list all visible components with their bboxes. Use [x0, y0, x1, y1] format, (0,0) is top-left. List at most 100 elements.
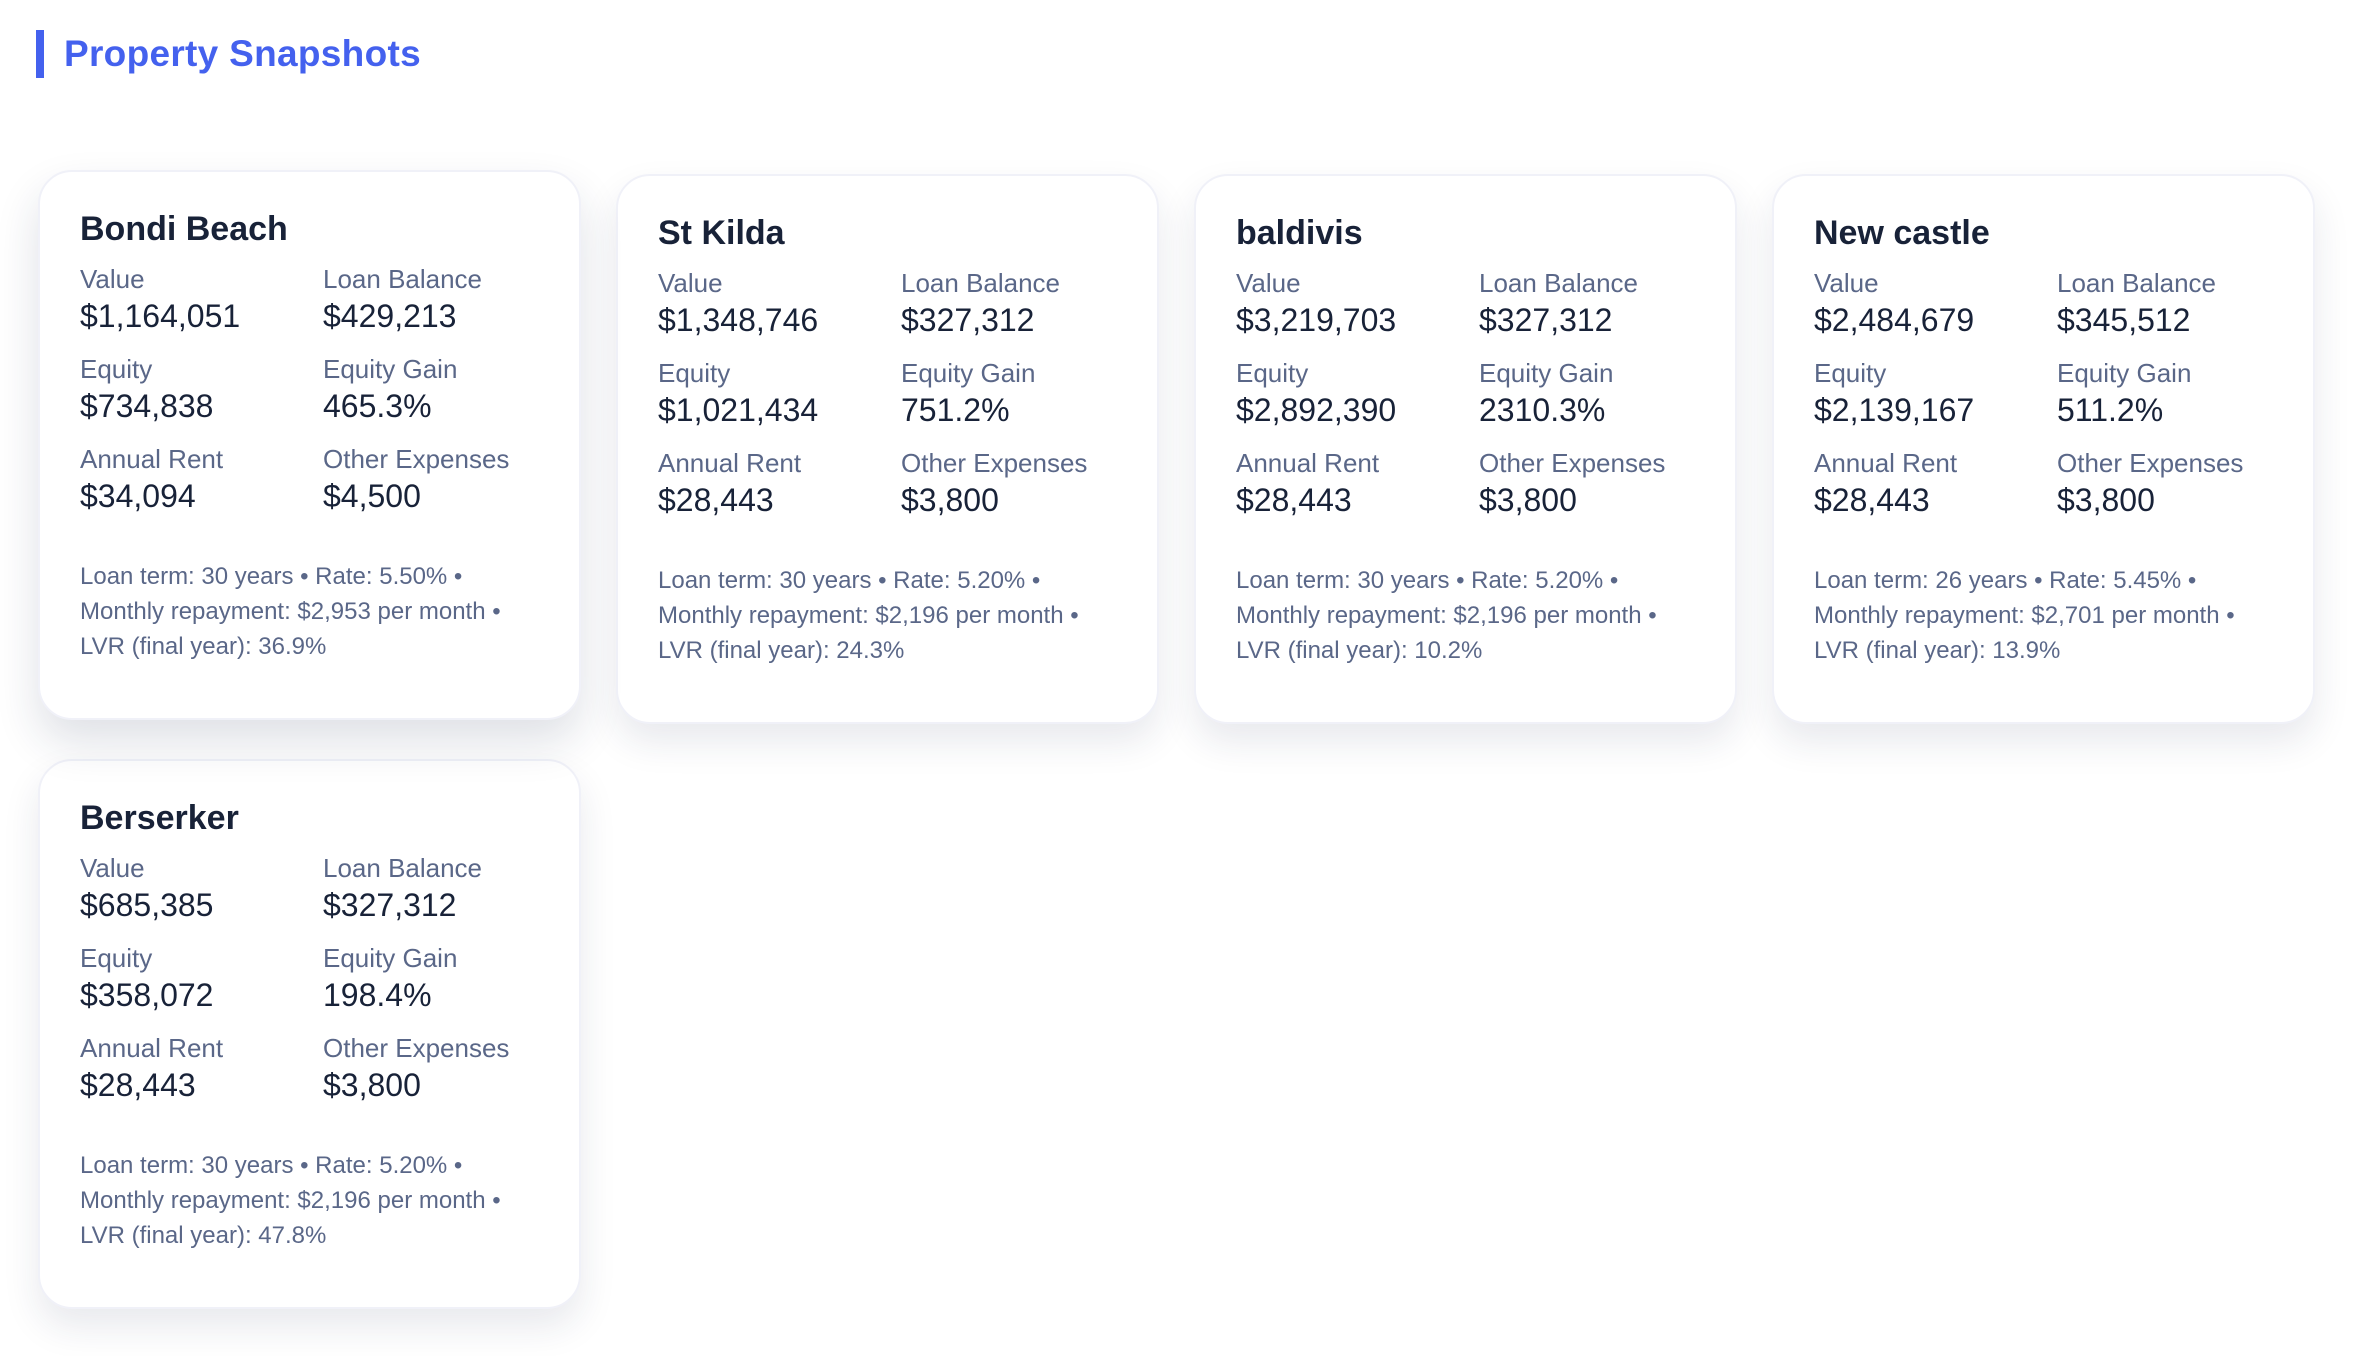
stat-amount: $1,348,746	[658, 302, 819, 338]
property-name: baldivis	[1236, 214, 1363, 252]
stat-equity: Equity $1,021,434	[658, 357, 901, 431]
stat-equity: Equity $358,072	[80, 942, 323, 1016]
property-stats: Value $2,484,679 Loan Balance $345,512 Equ…	[1814, 267, 2273, 521]
stat-amount: $3,219,703	[1236, 302, 1397, 338]
stat-label: Value	[80, 264, 145, 294]
property-name: Berserker	[80, 799, 239, 837]
stat-loan-balance: Loan Balance $345,512	[2057, 267, 2273, 341]
stat-amount: $327,312	[323, 887, 457, 923]
stat-annual-rent: Annual Rent $28,443	[80, 1032, 323, 1106]
stat-amount: $2,484,679	[1814, 302, 1975, 338]
stat-equity-gain: Equity Gain 511.2%	[2057, 357, 2273, 431]
stat-label: Equity	[80, 943, 153, 973]
stat-equity-gain: Equity Gain 2310.3%	[1479, 357, 1695, 431]
stat-amount: 751.2%	[901, 392, 1010, 428]
stat-other-expenses: Other Expenses $3,800	[2057, 447, 2273, 521]
stat-amount: 511.2%	[2057, 392, 2164, 428]
loan-summary: Loan term: 30 years • Rate: 5.50% • Mont…	[80, 563, 501, 660]
loan-summary: Loan term: 30 years • Rate: 5.20% • Mont…	[80, 1152, 501, 1249]
stat-amount: $2,892,390	[1236, 392, 1397, 428]
stat-other-expenses: Other Expenses $3,800	[1479, 447, 1695, 521]
stat-equity: Equity $2,892,390	[1236, 357, 1479, 431]
stat-label: Annual Rent	[80, 444, 224, 474]
stat-amount: $34,094	[80, 478, 196, 514]
stat-equity-gain: Equity Gain 751.2%	[901, 357, 1117, 431]
stat-label: Equity	[1814, 358, 1887, 388]
stat-amount: 465.3%	[323, 388, 432, 424]
stat-equity: Equity $2,139,167	[1814, 357, 2057, 431]
stat-other-expenses: Other Expenses $4,500	[323, 443, 539, 517]
property-stats: Value $1,348,746 Loan Balance $327,312 Equ…	[658, 267, 1117, 521]
property-name: New castle	[1814, 214, 1990, 252]
property-grid: Bondi Beach Value $1,164,051 Loan Balance…	[38, 170, 2315, 1309]
property-card[interactable]: St Kilda Value $1,348,746 Loan Balance $32…	[616, 174, 1159, 724]
stat-other-expenses: Other Expenses $3,800	[323, 1032, 539, 1106]
property-card[interactable]: baldivis Value $3,219,703 Loan Balance $32…	[1194, 174, 1737, 724]
stat-amount: $1,021,434	[658, 392, 819, 428]
stat-amount: $3,800	[323, 1067, 421, 1103]
stat-label: Equity Gain	[323, 354, 458, 384]
property-stats: Value $685,385 Loan Balance $327,312 Equit…	[80, 852, 539, 1106]
stat-loan-balance: Loan Balance $327,312	[901, 267, 1117, 341]
stat-equity-gain: Equity Gain 198.4%	[323, 942, 539, 1016]
stat-amount: $327,312	[1479, 302, 1613, 338]
stat-amount: 198.4%	[323, 977, 432, 1013]
stat-label: Annual Rent	[80, 1033, 224, 1063]
stat-value: Value $2,484,679	[1814, 267, 2057, 341]
stat-label: Value	[1814, 268, 1879, 298]
stat-amount: $28,443	[1814, 482, 1930, 518]
loan-summary: Loan term: 30 years • Rate: 5.20% • Mont…	[1236, 567, 1657, 664]
property-name: Bondi Beach	[80, 210, 288, 248]
stat-other-expenses: Other Expenses $3,800	[901, 447, 1117, 521]
stat-amount: $685,385	[80, 887, 214, 923]
header-accent-bar	[36, 30, 44, 78]
stat-label: Value	[80, 853, 145, 883]
stat-label: Other Expenses	[323, 444, 510, 474]
stat-label: Loan Balance	[323, 853, 483, 883]
section-header: Property Snapshots	[36, 30, 421, 78]
stat-amount: $3,800	[901, 482, 999, 518]
stat-annual-rent: Annual Rent $28,443	[658, 447, 901, 521]
stat-label: Loan Balance	[323, 264, 483, 294]
stat-amount: $28,443	[658, 482, 774, 518]
stat-label: Other Expenses	[323, 1033, 510, 1063]
stat-label: Annual Rent	[1236, 448, 1380, 478]
stat-label: Loan Balance	[1479, 268, 1639, 298]
stat-amount: $734,838	[80, 388, 214, 424]
stat-label: Value	[1236, 268, 1301, 298]
stat-label: Equity Gain	[2057, 358, 2192, 388]
stat-amount: $1,164,051	[80, 298, 241, 334]
loan-summary: Loan term: 26 years • Rate: 5.45% • Mont…	[1814, 567, 2235, 664]
stat-label: Annual Rent	[658, 448, 802, 478]
stat-label: Loan Balance	[2057, 268, 2217, 298]
stat-amount: $28,443	[80, 1067, 196, 1103]
property-card[interactable]: New castle Value $2,484,679 Loan Balance $…	[1772, 174, 2315, 724]
stat-loan-balance: Loan Balance $327,312	[1479, 267, 1695, 341]
page-title: Property Snapshots	[64, 33, 421, 74]
property-name: St Kilda	[658, 214, 785, 252]
stat-amount: $3,800	[2057, 482, 2155, 518]
stat-value: Value $3,219,703	[1236, 267, 1479, 341]
stat-amount: $28,443	[1236, 482, 1352, 518]
stat-loan-balance: Loan Balance $327,312	[323, 852, 539, 926]
stat-amount: $2,139,167	[1814, 392, 1975, 428]
stat-label: Loan Balance	[901, 268, 1061, 298]
stat-label: Equity Gain	[323, 943, 458, 973]
stat-annual-rent: Annual Rent $34,094	[80, 443, 323, 517]
stat-label: Equity Gain	[1479, 358, 1614, 388]
stat-label: Other Expenses	[1479, 448, 1666, 478]
stat-value: Value $1,348,746	[658, 267, 901, 341]
stat-annual-rent: Annual Rent $28,443	[1236, 447, 1479, 521]
stat-label: Equity	[658, 358, 731, 388]
stat-annual-rent: Annual Rent $28,443	[1814, 447, 2057, 521]
property-stats: Value $1,164,051 Loan Balance $429,213 Equ…	[80, 263, 539, 517]
stat-amount: 2310.3%	[1479, 392, 1606, 428]
property-card[interactable]: Berserker Value $685,385 Loan Balance $327…	[38, 759, 581, 1309]
property-card[interactable]: Bondi Beach Value $1,164,051 Loan Balance…	[38, 170, 581, 720]
stat-label: Other Expenses	[901, 448, 1088, 478]
stat-amount: $345,512	[2057, 302, 2191, 338]
stat-label: Value	[658, 268, 723, 298]
loan-summary: Loan term: 30 years • Rate: 5.20% • Mont…	[658, 567, 1079, 664]
stat-amount: $429,213	[323, 298, 457, 334]
stat-amount: $3,800	[1479, 482, 1577, 518]
